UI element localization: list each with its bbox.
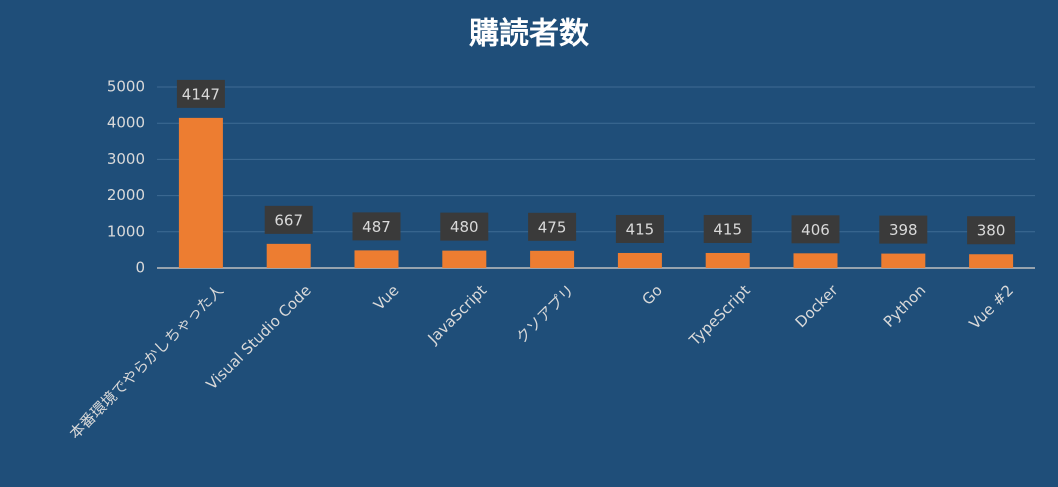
- value-label: 380: [977, 222, 1006, 240]
- value-label: 487: [362, 218, 391, 236]
- bar: [969, 254, 1014, 268]
- value-label: 415: [713, 220, 742, 238]
- value-label-box: [176, 79, 225, 108]
- bar: [793, 253, 838, 268]
- value-label: 398: [889, 221, 918, 239]
- bar: [705, 252, 750, 268]
- value-label: 480: [450, 218, 479, 236]
- value-label-box: [264, 205, 313, 234]
- value-label: 4147: [182, 85, 220, 103]
- value-label: 415: [626, 220, 655, 238]
- y-tick-label: 2000: [107, 186, 145, 204]
- bar: [617, 252, 662, 268]
- y-tick-label: 3000: [107, 150, 145, 168]
- y-tick-label: 0: [135, 259, 145, 277]
- y-tick-label: 1000: [107, 222, 145, 240]
- value-label-box: [967, 216, 1016, 245]
- y-tick-label: 4000: [107, 114, 145, 132]
- value-label-box: [615, 214, 664, 243]
- value-label: 406: [801, 221, 830, 239]
- value-label: 667: [274, 211, 303, 229]
- value-label-box: [791, 215, 840, 244]
- value-label-box: [879, 215, 928, 244]
- value-label-box: [352, 212, 401, 241]
- chart-title: 購読者数: [469, 17, 590, 52]
- bar: [266, 243, 311, 268]
- bar: [178, 117, 223, 268]
- value-label: 475: [538, 218, 567, 236]
- bar: [881, 253, 926, 268]
- bar: [530, 250, 575, 268]
- value-label-box: [440, 212, 489, 241]
- y-tick-label: 5000: [107, 78, 145, 96]
- value-label-box: [528, 212, 577, 241]
- bar: [354, 250, 399, 268]
- bar: [442, 250, 487, 268]
- value-label-box: [703, 214, 752, 243]
